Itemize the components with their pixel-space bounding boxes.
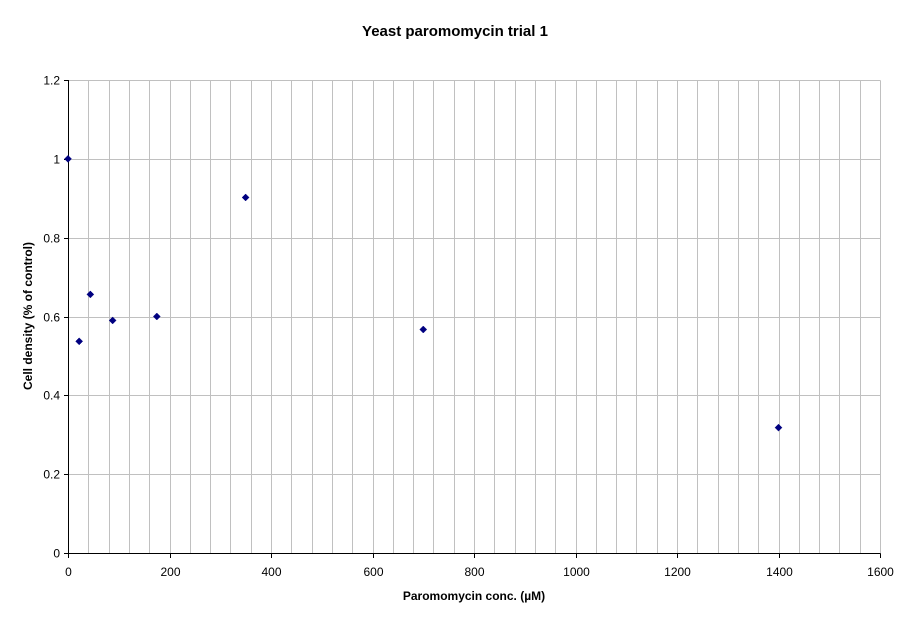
- tick-labels: 0 0.2 0.4 0.6 0.8 1 1.2 0 200 400 600 800 1000 1200 14…: [43, 74, 894, 580]
- x-tick-label: 400: [261, 565, 281, 579]
- data-point: [774, 423, 783, 432]
- x-tick-label: 1000: [563, 565, 590, 579]
- data-point: [64, 154, 72, 163]
- x-tick-label: 1200: [664, 565, 691, 579]
- data-point: [152, 312, 161, 321]
- grid-lines: [68, 80, 881, 554]
- data-point: [108, 316, 117, 325]
- x-tick-label: 0: [65, 565, 72, 579]
- x-tick-label: 600: [363, 565, 383, 579]
- x-tick-label: 200: [160, 565, 180, 579]
- data-point: [86, 290, 95, 299]
- data-point: [419, 325, 428, 334]
- x-tick-label: 800: [464, 565, 484, 579]
- chart-title: Yeast paromomycin trial 1: [362, 23, 548, 40]
- data-points: [64, 154, 783, 432]
- y-tick-label: 0.6: [43, 311, 60, 325]
- y-tick-label: 0.8: [43, 232, 60, 246]
- data-point: [241, 193, 250, 202]
- y-tick-label: 0.2: [43, 468, 60, 482]
- y-tick-label: 0.4: [43, 389, 60, 403]
- x-tick-label: 1400: [766, 565, 793, 579]
- y-tick-label: 1.2: [43, 74, 60, 88]
- x-tick-label: 1600: [867, 565, 894, 579]
- y-axis-title: Cell density (% of control): [21, 242, 35, 390]
- y-tick-label: 1: [53, 153, 60, 167]
- data-point: [75, 337, 84, 346]
- x-axis-title: Paromomycin conc. (µM): [403, 589, 545, 603]
- y-tick-label: 0: [53, 547, 60, 561]
